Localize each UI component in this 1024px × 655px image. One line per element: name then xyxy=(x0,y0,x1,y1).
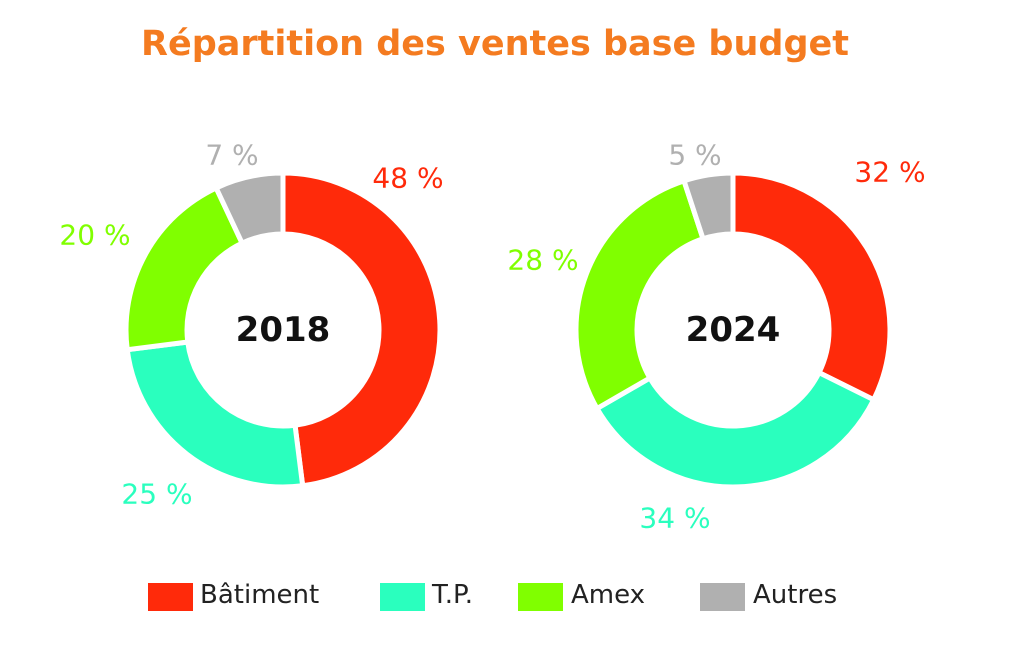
chart-title: Répartition des ventes base budget xyxy=(141,24,849,64)
legend-label-batiment: Bâtiment xyxy=(200,580,320,610)
slice-2018-tp xyxy=(124,339,306,490)
legend-label-autres: Autres xyxy=(753,580,838,610)
data-label-2018-autres: 7 % xyxy=(205,138,259,172)
slice-2024-tp xyxy=(593,369,878,490)
legend-swatch-batiment xyxy=(148,583,193,611)
data-label-2018-amex: 20 % xyxy=(59,218,131,252)
data-label-2018-batiment: 48 % xyxy=(372,161,444,195)
legend-label-amex: Amex xyxy=(571,580,646,610)
data-label-2024-autres: 5 % xyxy=(668,138,722,172)
legend-swatch-autres xyxy=(700,583,745,611)
slice-2024-batiment xyxy=(730,170,893,404)
slice-2024-autres xyxy=(680,170,736,242)
legend-swatch-amex xyxy=(518,583,563,611)
slice-2018-amex xyxy=(123,184,246,353)
legend-label-tp: T.P. xyxy=(432,580,473,610)
slice-2024-amex xyxy=(573,177,707,412)
donut-center-label-2024: 2024 xyxy=(685,310,781,350)
slice-2018-batiment xyxy=(280,170,443,489)
legend-swatch-tp xyxy=(380,583,425,611)
slice-2018-autres xyxy=(212,170,286,247)
data-label-2024-tp: 34 % xyxy=(639,501,711,535)
data-label-2024-batiment: 32 % xyxy=(854,155,926,189)
donut-center-label-2018: 2018 xyxy=(235,310,331,350)
data-label-2018-tp: 25 % xyxy=(121,477,193,511)
data-label-2024-amex: 28 % xyxy=(507,243,579,277)
